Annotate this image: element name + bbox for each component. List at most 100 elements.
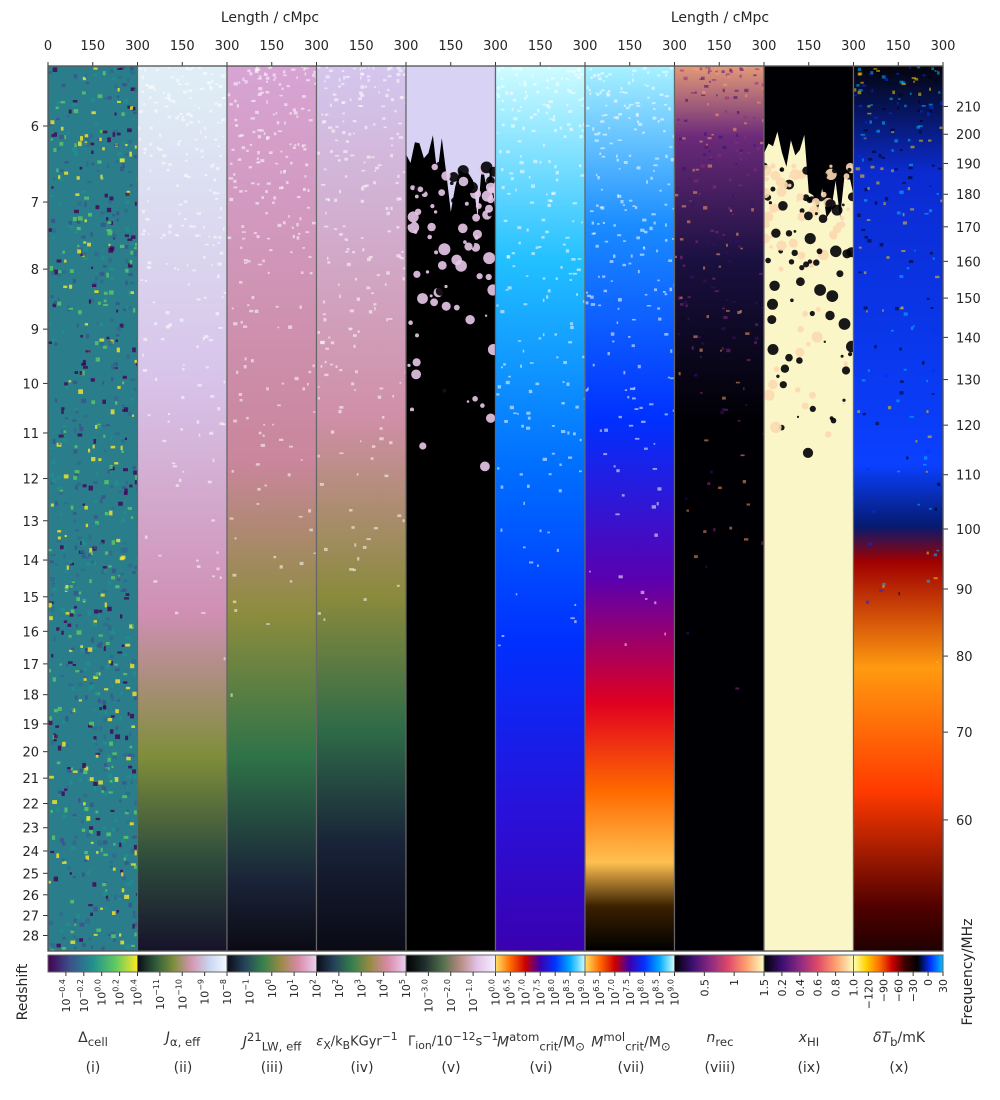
- panel-texture-mark: [124, 98, 129, 104]
- top-axis-tick-label: 150: [170, 39, 195, 54]
- panel-texture-mark: [899, 347, 902, 351]
- panel-texture-mark: [775, 177, 786, 188]
- panel-texture-mark: [277, 404, 281, 407]
- panel-texture-mark: [58, 491, 64, 495]
- panel-texture-mark: [936, 549, 940, 552]
- panel-texture-mark: [323, 618, 326, 621]
- panel-texture-mark: [509, 405, 514, 410]
- panel-texture-mark: [360, 85, 365, 89]
- panel-texture-mark: [645, 598, 648, 600]
- panel-texture-mark: [352, 67, 357, 70]
- panel-texture-mark: [475, 203, 482, 209]
- panel-texture-mark: [120, 573, 125, 576]
- panel-texture-mark: [120, 445, 123, 451]
- panel-texture-mark: [703, 153, 707, 156]
- panel-texture-mark: [86, 870, 91, 875]
- left-axis-tick-label: 28: [22, 930, 39, 945]
- panel-texture-mark: [234, 537, 237, 540]
- left-axis-tick-label: 27: [22, 910, 39, 925]
- left-axis-tick-label: 17: [22, 658, 39, 673]
- panel-texture-mark: [678, 296, 681, 300]
- panel-texture-mark: [895, 306, 899, 311]
- panel-texture-mark: [936, 69, 938, 72]
- panel-texture-mark: [132, 466, 136, 470]
- panel-texture-mark: [483, 357, 491, 365]
- panel-texture-mark: [286, 85, 290, 88]
- panel-texture-mark: [121, 450, 124, 453]
- panel-texture-mark: [218, 84, 223, 89]
- panel-texture-mark: [70, 899, 75, 904]
- panel-texture-mark: [102, 399, 106, 404]
- panel-texture-mark: [93, 620, 97, 623]
- panel-texture-mark: [93, 439, 97, 444]
- panel-texture-mark: [848, 352, 853, 357]
- panel-texture-mark: [221, 296, 224, 299]
- left-axis-tick-label: 14: [22, 554, 39, 569]
- panel-texture-mark: [223, 657, 226, 661]
- panel-texture-mark: [422, 356, 425, 359]
- panel-texture-mark: [486, 182, 496, 193]
- panel-texture-mark: [867, 369, 870, 372]
- panel-texture-mark: [814, 284, 826, 296]
- panel-texture-mark: [114, 112, 117, 116]
- panel-texture-mark: [470, 325, 482, 337]
- panel-texture-mark: [100, 498, 103, 504]
- panel-texture-mark: [462, 446, 472, 457]
- panel-texture-mark: [114, 819, 118, 823]
- panel-texture-mark: [261, 196, 264, 199]
- panel-texture-mark: [240, 320, 243, 324]
- panel-texture-mark: [178, 478, 182, 483]
- panel-texture-mark: [770, 163, 776, 169]
- panel-texture-mark: [746, 503, 750, 506]
- panel-texture-mark: [54, 734, 58, 739]
- panel-texture-mark: [912, 203, 917, 207]
- panel-texture-mark: [396, 66, 401, 70]
- panel-texture-mark: [196, 345, 199, 349]
- panel-texture-mark: [856, 84, 860, 87]
- panel-texture-mark: [128, 903, 132, 908]
- panel-texture-mark: [759, 273, 763, 275]
- panel-texture-mark: [628, 81, 631, 85]
- panel-texture-mark: [73, 606, 77, 609]
- panel-texture-mark: [110, 860, 113, 864]
- panel-texture-mark: [717, 235, 721, 238]
- left-axis-tick-label: 26: [22, 889, 39, 904]
- panel-texture-mark: [704, 240, 709, 244]
- panel-texture-mark: [325, 198, 330, 201]
- right-axis-tick-label: 180: [956, 188, 981, 203]
- panel-texture-mark: [939, 126, 943, 129]
- panel-texture-mark: [80, 370, 85, 376]
- panel-texture-mark: [281, 87, 284, 90]
- panel-texture-mark: [751, 202, 753, 207]
- panel-texture-mark: [870, 271, 874, 274]
- panel-texture-mark: [268, 151, 273, 155]
- panel-texture-mark: [881, 156, 886, 159]
- panel-texture-mark: [181, 75, 184, 78]
- panel-texture-mark: [940, 101, 943, 106]
- panel-texture-mark: [787, 183, 792, 188]
- panel-texture-mark: [255, 202, 260, 205]
- panel-texture-mark: [205, 243, 209, 246]
- panel-texture-mark: [542, 103, 546, 106]
- panel-texture-mark: [594, 133, 599, 136]
- panel-texture-mark: [585, 301, 589, 305]
- panel-texture-mark: [57, 301, 62, 306]
- panel-texture-mark: [908, 176, 913, 180]
- panel-texture-mark: [313, 411, 316, 413]
- panel-texture-mark: [103, 717, 109, 722]
- panel-texture-mark: [142, 209, 145, 214]
- panel-texture-mark: [647, 71, 650, 74]
- panel-texture-mark: [334, 198, 338, 202]
- panel-texture-mark: [202, 336, 205, 341]
- panel-texture-mark: [250, 359, 254, 363]
- panel-texture-mark: [112, 756, 117, 760]
- panel-texture-mark: [922, 74, 926, 77]
- panel-texture-mark: [211, 263, 213, 267]
- panel-texture-mark: [48, 71, 52, 74]
- panel-texture-mark: [145, 84, 149, 87]
- panel-texture-mark: [654, 533, 658, 537]
- panel-texture-mark: [248, 166, 253, 169]
- panel-texture-mark: [292, 146, 296, 150]
- panel-texture-mark: [589, 68, 593, 71]
- panel-texture-mark: [92, 284, 97, 288]
